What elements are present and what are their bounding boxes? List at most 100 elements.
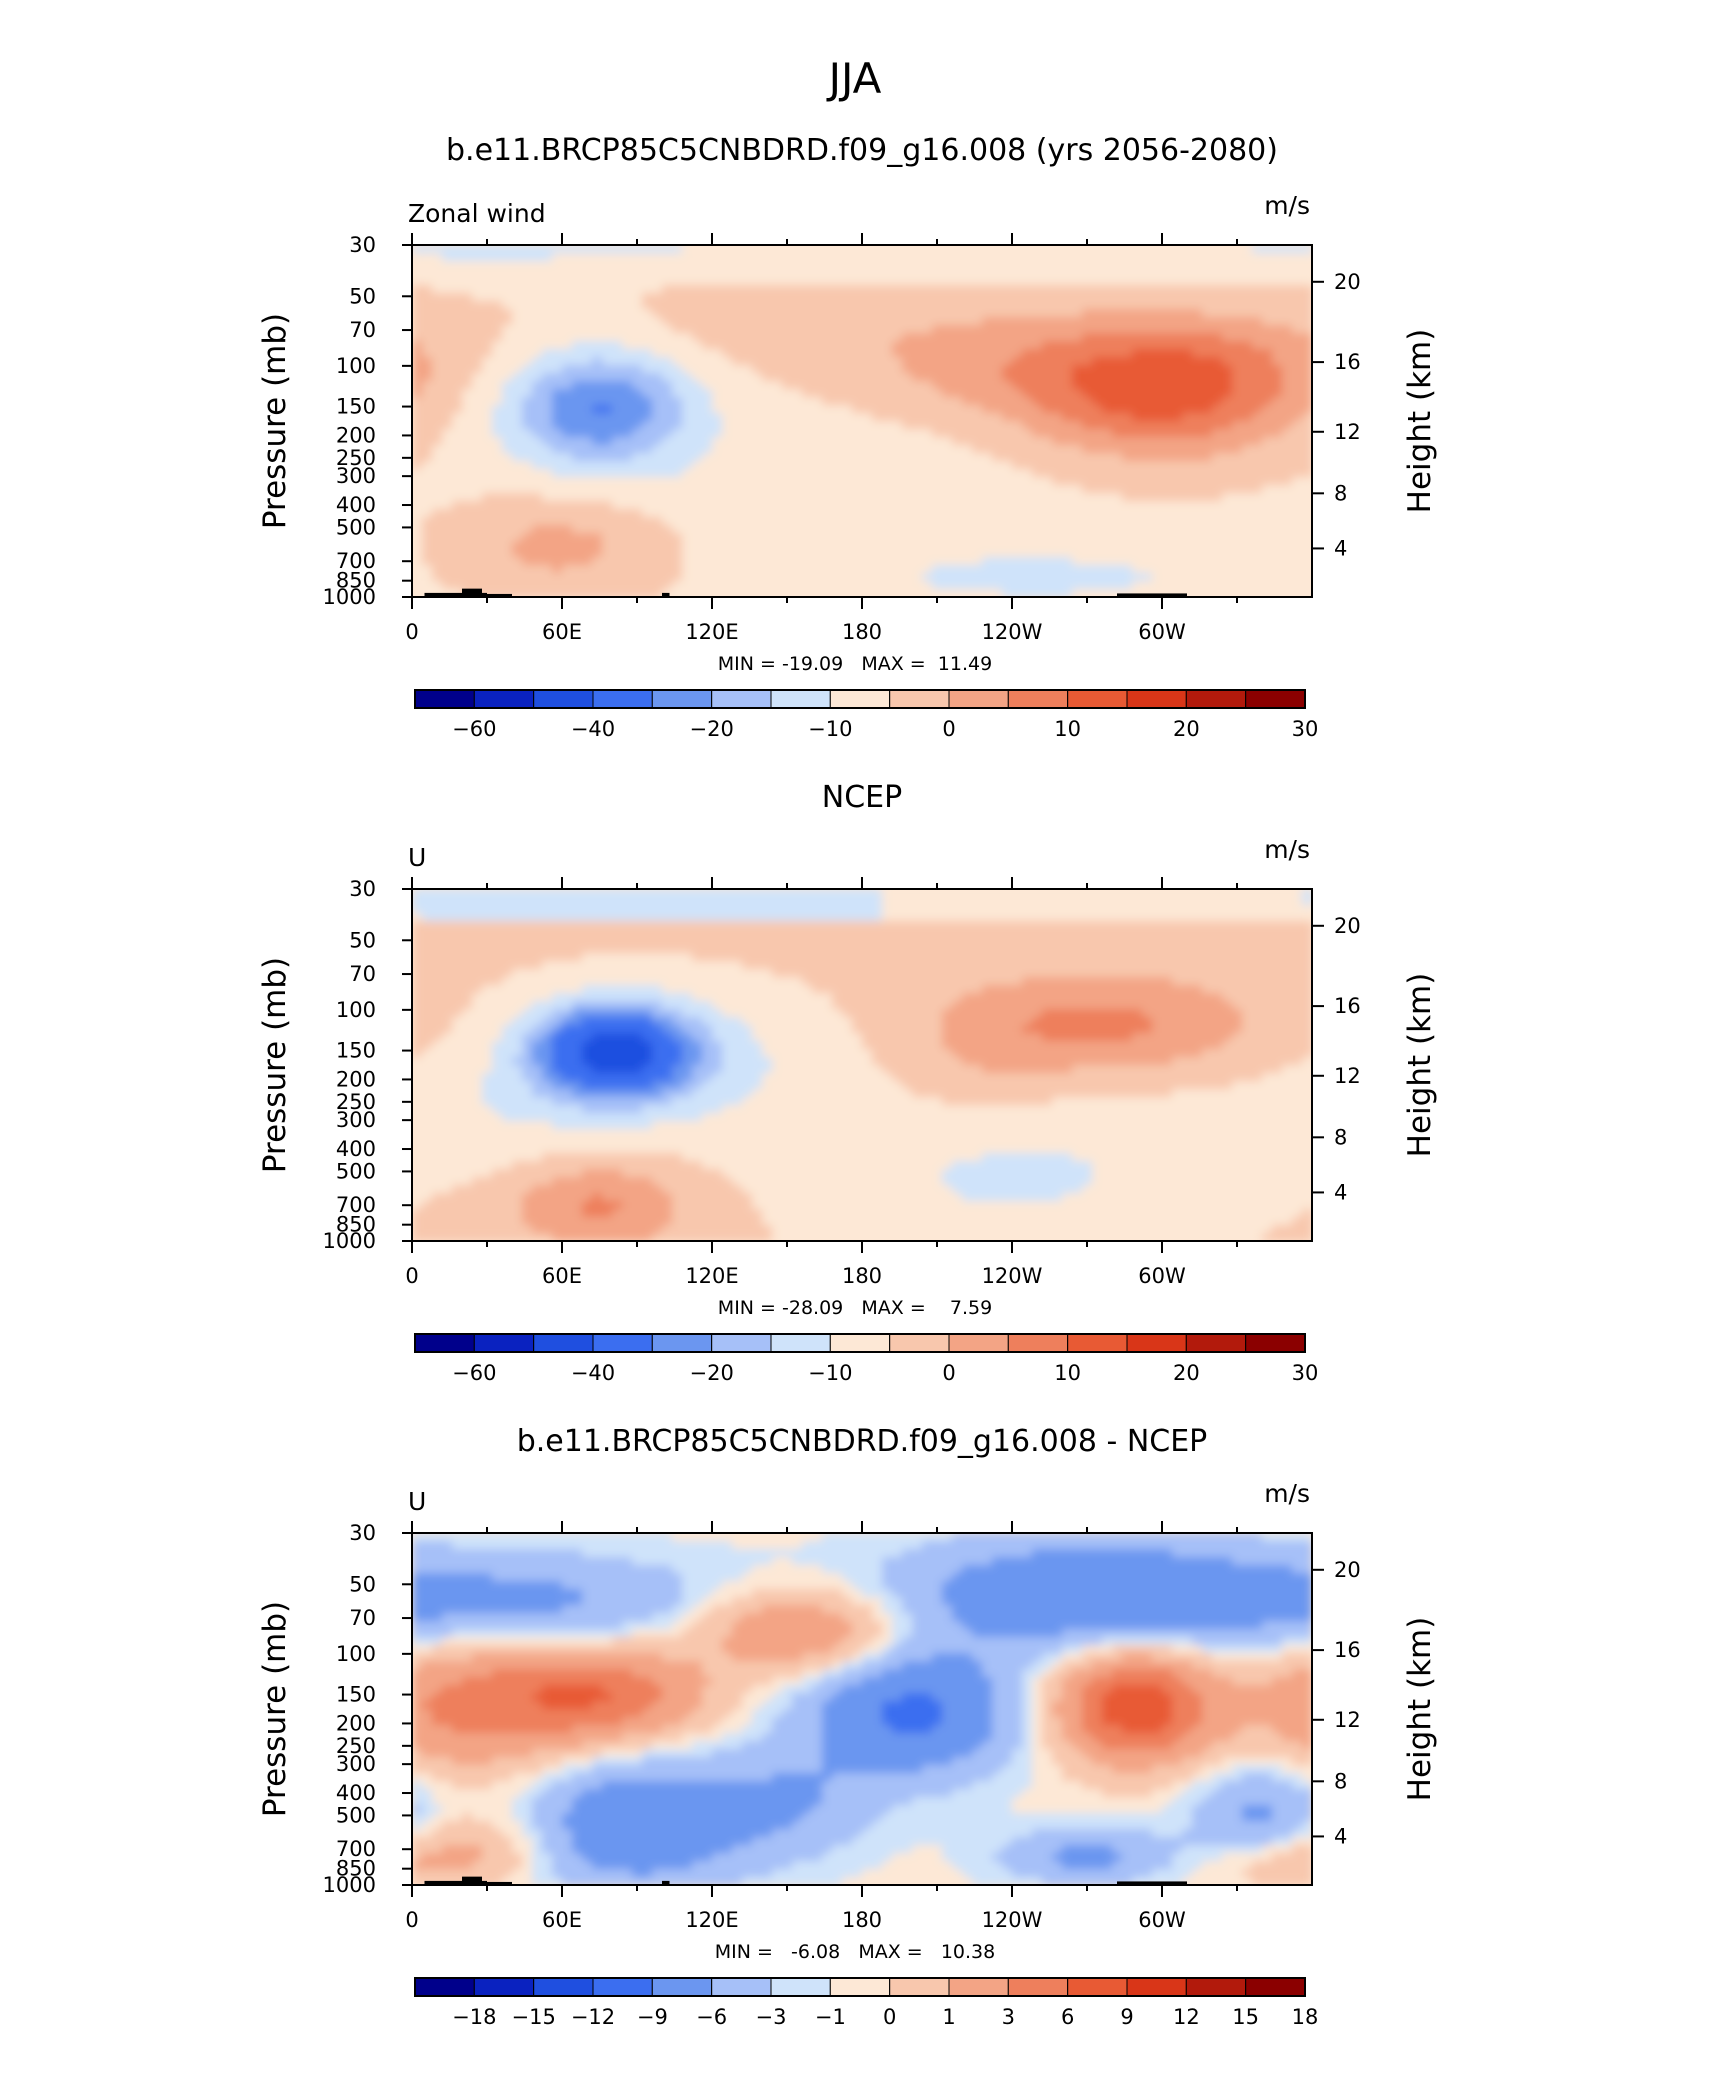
contour-cell (1022, 285, 1033, 294)
contour-cell (502, 945, 513, 954)
contour-cell (1052, 589, 1063, 597)
contour-cell (1232, 921, 1243, 930)
contour-cell (562, 397, 573, 406)
contour-cell (442, 397, 453, 406)
contour-cell (962, 301, 973, 310)
contour-cell (472, 453, 483, 462)
contour-cell (982, 541, 993, 550)
contour-cell (1102, 413, 1113, 422)
contour-cell (1052, 261, 1063, 270)
contour-cell (1062, 937, 1073, 946)
contour-cell (932, 245, 943, 254)
contour-cell (912, 913, 923, 922)
contour-cell (802, 581, 813, 590)
contour-cell (742, 341, 753, 350)
contour-cell (832, 905, 843, 914)
contour-cell (1122, 373, 1133, 382)
contour-cell (1132, 565, 1143, 574)
contour-cell (482, 453, 493, 462)
contour-cell (702, 953, 713, 962)
contour-cell (1052, 517, 1063, 526)
contour-cell (482, 573, 493, 582)
contour-cell (982, 373, 993, 382)
contour-cell (1152, 565, 1163, 574)
contour-cell (932, 429, 943, 438)
contour-cell (1202, 533, 1213, 542)
contour-cell (1032, 293, 1043, 302)
contour-cell (882, 325, 893, 334)
contour-cell (632, 421, 643, 430)
contour-cell (542, 509, 553, 518)
contour-cell (1022, 325, 1033, 334)
contour-cell (1042, 429, 1053, 438)
contour-cell (1122, 421, 1133, 430)
contour-cell (1222, 349, 1233, 358)
contour-cell (792, 413, 803, 422)
contour-cell (522, 429, 533, 438)
contour-cell (1252, 333, 1263, 342)
contour-cell (1192, 357, 1203, 366)
contour-cell (572, 277, 583, 286)
contour-cell (932, 277, 943, 286)
contour-cell (672, 929, 683, 938)
contour-cell (842, 549, 853, 558)
contour-cell (1012, 389, 1023, 398)
contour-cell (672, 937, 683, 946)
contour-cell (782, 341, 793, 350)
contour-cell (1202, 929, 1213, 938)
contour-cell (822, 953, 833, 962)
contour-cell (762, 381, 773, 390)
contour-cell (882, 557, 893, 566)
contour-cell (802, 317, 813, 326)
contour-cell (852, 269, 863, 278)
contour-cell (462, 245, 473, 254)
contour-cell (892, 493, 903, 502)
contour-cell (852, 301, 863, 310)
contour-cell (702, 349, 713, 358)
contour-cell (1252, 317, 1263, 326)
contour-cell (1012, 381, 1023, 390)
contour-cell (412, 945, 423, 954)
contour-cell (1122, 889, 1133, 898)
contour-cell (422, 357, 433, 366)
contour-cell (1152, 261, 1163, 270)
contour-cell (1302, 341, 1312, 350)
contour-cell (632, 317, 643, 326)
contour-cell (822, 549, 833, 558)
contour-cell (732, 285, 743, 294)
contour-cell (472, 397, 483, 406)
contour-cell (1052, 253, 1063, 262)
contour-cell (1102, 285, 1113, 294)
contour-cell (1292, 937, 1303, 946)
contour-cell (462, 413, 473, 422)
contour-cell (662, 557, 673, 566)
contour-cell (1282, 461, 1293, 470)
contour-cell (1182, 549, 1193, 558)
contour-cell (522, 937, 533, 946)
contour-cell (1242, 437, 1253, 446)
contour-cell (652, 509, 663, 518)
contour-cell (882, 469, 893, 478)
contour-cell (892, 509, 903, 518)
contour-cell (1282, 397, 1293, 406)
contour-cell (752, 573, 763, 582)
contour-cell (1292, 485, 1303, 494)
contour-cell (1092, 953, 1103, 962)
contour-cell (822, 929, 833, 938)
contour-cell (552, 493, 563, 502)
contour-cell (1162, 285, 1173, 294)
contour-cell (1172, 285, 1183, 294)
contour-cell (1152, 277, 1163, 286)
contour-cell (622, 309, 633, 318)
contour-cell (952, 461, 963, 470)
contour-cell (662, 413, 673, 422)
contour-cell (872, 485, 883, 494)
contour-cell (1212, 277, 1223, 286)
contour-cell (872, 953, 883, 962)
contour-cell (982, 509, 993, 518)
contour-cell (922, 429, 933, 438)
contour-cell (662, 453, 673, 462)
contour-cell (742, 913, 753, 922)
contour-cell (472, 341, 483, 350)
contour-cell (742, 485, 753, 494)
